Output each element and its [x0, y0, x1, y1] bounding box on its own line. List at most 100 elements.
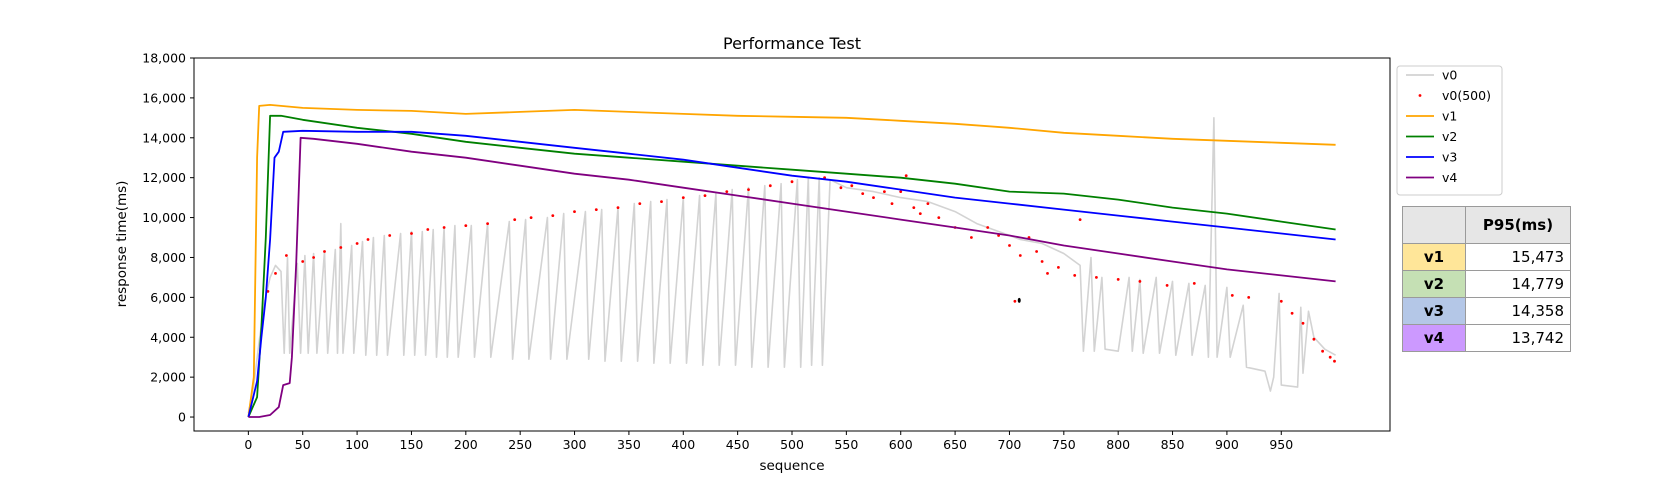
- data-point: [703, 194, 707, 198]
- data-point: [1230, 294, 1234, 297]
- legend-label: v4: [1442, 170, 1457, 185]
- y-tick-label: 6,000: [150, 290, 186, 305]
- data-point: [937, 216, 941, 220]
- x-tick-label: 650: [943, 437, 967, 452]
- data-point: [1035, 250, 1038, 253]
- data-point: [616, 206, 620, 210]
- x-tick-label: 750: [1052, 437, 1076, 452]
- series-v2-line: [247, 114, 1336, 418]
- data-point: [725, 190, 729, 194]
- y-tick-label: 12,000: [142, 170, 186, 185]
- data-point: [573, 210, 576, 214]
- y-tick-label: 14,000: [142, 130, 186, 145]
- x-tick-label: 350: [617, 437, 641, 452]
- data-point: [861, 192, 865, 196]
- data-point: [1008, 244, 1011, 247]
- data-point: [747, 188, 750, 192]
- y-axis: 0 2,000 4,000 6,000 8,000 10,000 12,000 14,000 1…: [142, 51, 194, 425]
- data-point: [594, 208, 598, 212]
- data-point: [883, 190, 886, 194]
- data-point: [551, 214, 555, 218]
- data-point: [970, 236, 973, 239]
- y-tick-label: 2,000: [150, 370, 186, 385]
- data-point: [285, 254, 288, 257]
- series-v4-line: [248, 136, 1336, 418]
- data-point: [529, 216, 533, 220]
- data-point: [1013, 299, 1017, 303]
- legend-frame: [1396, 65, 1503, 196]
- x-tick-label: 700: [998, 437, 1022, 452]
- data-point: [464, 224, 468, 228]
- data-point: [1328, 355, 1332, 359]
- data-point: [301, 260, 305, 263]
- data-point: [1301, 321, 1305, 325]
- data-point: [768, 184, 772, 188]
- p95-row-value: 13,742: [1465, 324, 1571, 352]
- p95-row: v2 14,779: [1402, 270, 1571, 298]
- data-point: [1247, 296, 1251, 299]
- p95-row: v4 13,742: [1402, 324, 1571, 352]
- p95-table: P95(ms) v1 15,473 v2 14,779 v3 14,358 v4…: [1402, 206, 1571, 352]
- data-point: [1040, 260, 1044, 263]
- p95-row: v1 15,473: [1402, 243, 1571, 271]
- data-point: [339, 246, 343, 249]
- x-tick-label: 50: [295, 437, 311, 452]
- y-tick-label: 10,000: [142, 210, 186, 225]
- x-tick-label: 450: [726, 437, 750, 452]
- data-point: [904, 174, 908, 178]
- x-axis: 0 50 100 150 200 250 300 350 400 450 500 550 600 650 7…: [244, 431, 1293, 452]
- x-tick-label: 950: [1269, 437, 1293, 452]
- data-point: [366, 238, 370, 241]
- data-point: [986, 226, 990, 229]
- legend: v0 v0(500) v1 v2 v3 v4: [1396, 65, 1503, 196]
- data-point: [1073, 274, 1077, 277]
- data-point: [274, 272, 277, 275]
- legend-label: v3: [1442, 150, 1457, 165]
- data-point: [1165, 284, 1169, 287]
- data-point: [899, 190, 903, 194]
- data-point: [388, 234, 392, 237]
- data-point: [1279, 299, 1283, 303]
- data-point: [660, 200, 663, 204]
- legend-label: v2: [1442, 129, 1457, 144]
- data-point: [1095, 276, 1098, 279]
- legend-marker: [1418, 94, 1422, 97]
- p95-header-row: P95(ms): [1402, 206, 1571, 244]
- series-layer: [247, 104, 1336, 418]
- data-point: [1333, 359, 1336, 363]
- series-v3-line: [247, 129, 1336, 418]
- x-axis-label: sequence: [759, 458, 824, 474]
- data-point: [926, 202, 930, 206]
- legend-label: v0: [1442, 68, 1457, 83]
- series-v1-line: [247, 104, 1336, 418]
- y-tick-label: 8,000: [150, 250, 186, 265]
- p95-row-value: 14,358: [1465, 297, 1571, 325]
- y-tick-label: 16,000: [142, 90, 186, 105]
- y-tick-label: 0: [178, 410, 186, 425]
- data-point: [681, 196, 685, 200]
- data-point: [918, 212, 922, 216]
- x-tick-label: 500: [780, 437, 804, 452]
- x-tick-label: 800: [1106, 437, 1130, 452]
- data-point: [1138, 280, 1142, 283]
- y-tick-label: 4,000: [150, 330, 186, 345]
- data-point: [486, 222, 489, 226]
- x-tick-label: 100: [345, 437, 369, 452]
- p95-header: P95(ms): [1465, 206, 1571, 244]
- data-point: [442, 226, 446, 229]
- p95-row: v3 14,358: [1402, 297, 1571, 325]
- legend-label: v1: [1442, 109, 1457, 124]
- x-tick-label: 900: [1215, 437, 1239, 452]
- data-point: [790, 180, 794, 184]
- series-v0-line: [247, 117, 1336, 414]
- data-point: [1192, 282, 1196, 285]
- data-point: [426, 228, 430, 231]
- x-tick-label: 550: [834, 437, 858, 452]
- x-tick-label: 250: [508, 437, 532, 452]
- data-point: [1290, 311, 1294, 315]
- data-point: [839, 186, 843, 190]
- p95-row-value: 14,779: [1465, 270, 1571, 298]
- data-point: [1018, 254, 1022, 257]
- x-tick-label: 850: [1161, 437, 1185, 452]
